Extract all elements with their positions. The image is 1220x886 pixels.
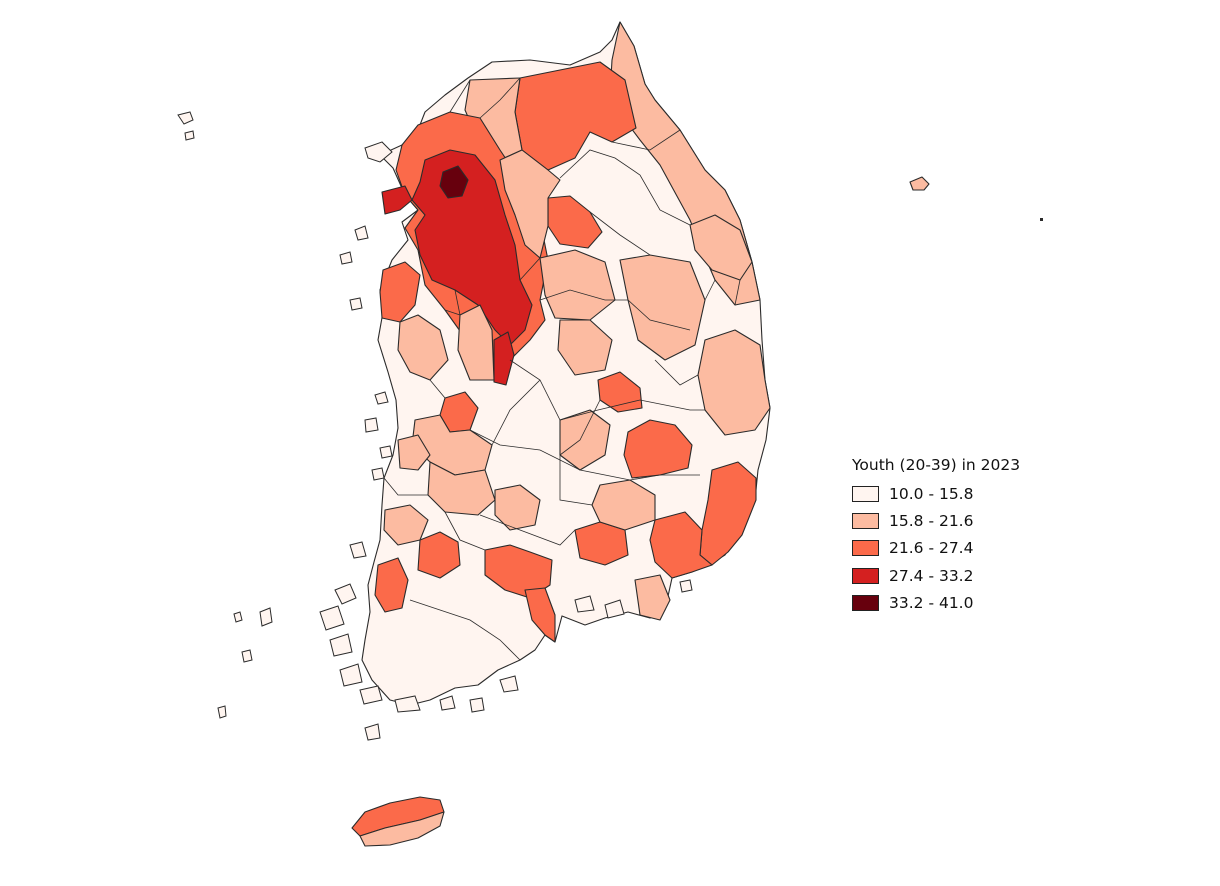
region-jeonju — [427, 461, 496, 516]
legend-label: 10.0 - 15.8 — [889, 484, 974, 503]
legend-label: 33.2 - 41.0 — [889, 594, 974, 613]
region-busan — [649, 511, 713, 579]
region-incheon — [381, 185, 413, 215]
region-chuncheon — [547, 195, 603, 249]
region-daegu — [623, 419, 693, 479]
region-seoul-core — [439, 165, 469, 199]
region-geoje — [634, 574, 671, 621]
region-gyeongbuk-west — [557, 319, 613, 376]
legend-swatch — [852, 540, 879, 557]
region-andong — [689, 214, 753, 281]
legend-title: Youth (20-39) in 2023 — [852, 456, 1021, 474]
region-mokpo — [374, 557, 409, 613]
region-jeonnam-west — [383, 504, 429, 546]
legend-item: 21.6 - 27.4 — [852, 535, 1020, 562]
legend-label: 21.6 - 27.4 — [889, 539, 974, 558]
legend-swatch — [852, 513, 879, 530]
legend-swatch — [852, 595, 879, 612]
legend-swatch — [852, 567, 879, 584]
region-ulleungdo — [909, 176, 930, 191]
region-jeonbuk-east — [494, 484, 541, 531]
region-gyeongbuk-coast — [697, 329, 771, 436]
legend-label: 15.8 - 21.6 — [889, 512, 974, 531]
region-yeosu-suncheon — [484, 544, 553, 599]
map-legend: Youth (20-39) in 2023 10.0 - 15.8 15.8 -… — [852, 454, 1020, 617]
legend-item: 10.0 - 15.8 — [852, 480, 1020, 507]
region-gunsan — [397, 434, 431, 471]
region-yeosu-peninsula — [524, 587, 556, 643]
region-seosan — [379, 261, 421, 323]
dokdo-islet — [1040, 218, 1043, 221]
region-chungbuk-north — [539, 249, 616, 321]
legend-swatch — [852, 485, 879, 502]
region-gyeongbuk-north — [619, 254, 706, 361]
region-taean — [397, 314, 449, 381]
district-boundaries — [383, 77, 741, 661]
region-gwangju — [417, 531, 461, 579]
legend-item: 33.2 - 41.0 — [852, 590, 1020, 617]
legend-item: 15.8 - 21.6 — [852, 507, 1020, 534]
region-cheonan — [457, 304, 495, 381]
region-jeju-south — [359, 811, 445, 847]
region-gyeongnam-central — [591, 479, 656, 531]
legend-item: 27.4 - 33.2 — [852, 562, 1020, 589]
legend-label: 27.4 - 33.2 — [889, 566, 974, 585]
west-islands — [177, 111, 693, 741]
region-pohang-ulsan — [699, 461, 757, 566]
region-gyeonggi-east — [499, 149, 561, 259]
